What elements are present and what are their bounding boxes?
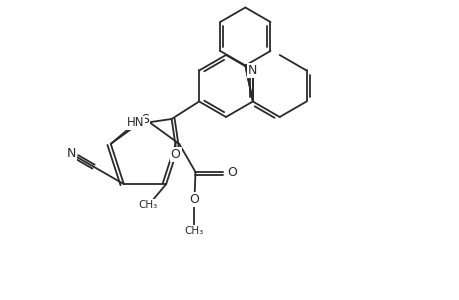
Text: O: O	[170, 148, 180, 161]
Text: O: O	[189, 193, 199, 206]
Text: N: N	[247, 64, 257, 77]
Text: CH₃: CH₃	[185, 226, 204, 236]
Text: CH₃: CH₃	[139, 200, 158, 210]
Text: O: O	[227, 166, 236, 178]
Text: N: N	[67, 147, 76, 161]
Text: HN: HN	[127, 116, 144, 130]
Text: S: S	[141, 112, 149, 125]
